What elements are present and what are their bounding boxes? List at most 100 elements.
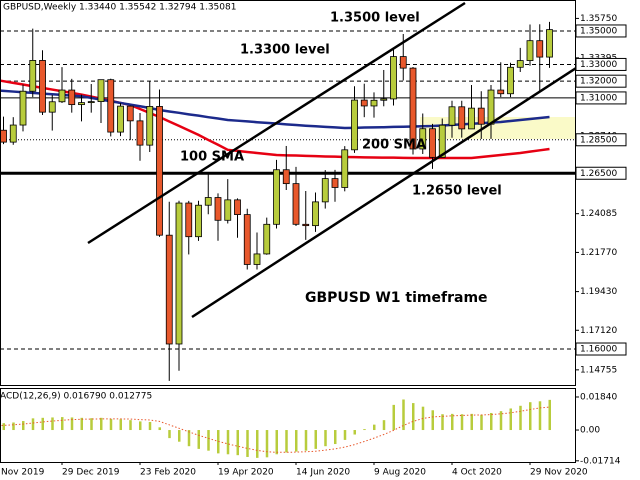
level-label-box xyxy=(575,24,627,38)
macd-bar xyxy=(80,417,83,431)
x-tick-label: 29 Nov 2020 xyxy=(530,468,588,478)
candle-body xyxy=(146,106,154,146)
candle-body xyxy=(497,89,505,95)
candle-body xyxy=(136,120,144,146)
macd-bar xyxy=(22,421,25,431)
macd-bar xyxy=(314,430,317,449)
macd-bar xyxy=(441,414,444,431)
candle-body xyxy=(97,79,105,103)
macd-bar xyxy=(236,430,239,456)
candle-body xyxy=(409,67,417,150)
macd-bar xyxy=(304,430,308,451)
macd-bar xyxy=(324,430,327,447)
candle-body xyxy=(58,89,66,103)
macd-bar xyxy=(470,413,473,431)
y-tick-label: 1.14755 xyxy=(580,365,617,375)
candle-body xyxy=(253,253,261,265)
macd-bar xyxy=(363,429,366,431)
macd-bar xyxy=(12,422,15,431)
macd-bar xyxy=(275,430,278,455)
candle-body xyxy=(516,60,524,68)
candle-body xyxy=(87,101,95,104)
candle-body xyxy=(263,223,271,255)
labels: GBPUSD,Weekly 1.33440 1.35542 1.32794 1.… xyxy=(0,3,627,478)
macd-bar xyxy=(139,421,142,431)
macd-bar xyxy=(70,417,74,431)
macd-bar xyxy=(509,408,512,431)
macd-bar xyxy=(334,430,337,445)
macd-bar xyxy=(265,430,269,458)
candle-body xyxy=(195,204,202,238)
candle-body xyxy=(29,60,37,92)
annotation: 1.3300 level xyxy=(240,43,330,58)
candle-body xyxy=(117,105,124,133)
macd-bar xyxy=(187,430,191,447)
macd-bar xyxy=(373,424,376,431)
macd-bar xyxy=(343,430,347,440)
candle-body xyxy=(19,90,27,126)
candle-body xyxy=(487,89,495,125)
candle-body xyxy=(351,99,358,151)
y-tick-label: 1.19430 xyxy=(580,287,617,297)
y-tick-label: 1.17120 xyxy=(580,326,617,336)
macd-bar xyxy=(178,430,181,442)
y-tick-label: 0.01840 xyxy=(580,392,617,402)
level-label-box xyxy=(575,342,627,356)
candle-body xyxy=(39,60,46,113)
annotation: 1.3500 level xyxy=(330,11,420,26)
macd-bar xyxy=(119,419,122,431)
candle-body xyxy=(438,124,446,158)
candle-body xyxy=(9,124,17,143)
candle-body xyxy=(399,56,407,69)
candle-body xyxy=(429,128,436,158)
candle-body xyxy=(468,107,475,130)
candle-body xyxy=(292,183,300,225)
macd-bar xyxy=(61,417,64,431)
sma-line xyxy=(0,79,550,160)
candle-body xyxy=(458,106,466,130)
candle-body xyxy=(48,101,56,113)
candle-body xyxy=(302,223,310,227)
candle-body xyxy=(448,106,456,126)
macd-bar xyxy=(519,405,522,431)
candle-body xyxy=(419,128,427,150)
y-tick-label: 1.35000 xyxy=(580,26,617,36)
candle-body xyxy=(360,99,368,107)
x-tick-label: 14 Jun 2020 xyxy=(296,468,350,478)
macd-bar xyxy=(2,423,5,431)
price-plot xyxy=(0,21,553,381)
level-label-box xyxy=(575,74,627,88)
candle-body xyxy=(321,178,329,203)
channel-lower xyxy=(191,67,575,319)
candle-body xyxy=(68,89,76,106)
macd-bar xyxy=(480,414,483,431)
y-tick-label: -0.01714 xyxy=(580,456,621,466)
macd-bar xyxy=(412,403,415,431)
candle-body xyxy=(390,56,397,100)
macd-bar xyxy=(295,430,298,452)
macd-bar xyxy=(460,414,464,431)
macd-bar xyxy=(382,420,386,431)
macd-bar xyxy=(451,413,454,431)
candle-body xyxy=(380,98,388,101)
macd-bar xyxy=(197,430,200,449)
candle-body xyxy=(546,29,553,58)
x-tick-label: 4 Oct 2020 xyxy=(452,468,502,478)
candle-body xyxy=(331,178,339,188)
macd-bar xyxy=(109,418,113,431)
level-label-box xyxy=(575,166,627,180)
macd-bar xyxy=(51,417,54,431)
macd-bar xyxy=(548,399,551,431)
level-label-box xyxy=(575,57,627,71)
annotation: GBPUSD W1 timeframe xyxy=(305,290,488,306)
candle-body xyxy=(273,169,280,225)
signal-line xyxy=(0,406,550,453)
candle-body xyxy=(477,107,485,125)
macd-bar xyxy=(392,404,395,431)
macd-bar xyxy=(129,420,132,431)
candle-body xyxy=(282,169,290,185)
series-label: 100 SMA xyxy=(180,150,244,165)
